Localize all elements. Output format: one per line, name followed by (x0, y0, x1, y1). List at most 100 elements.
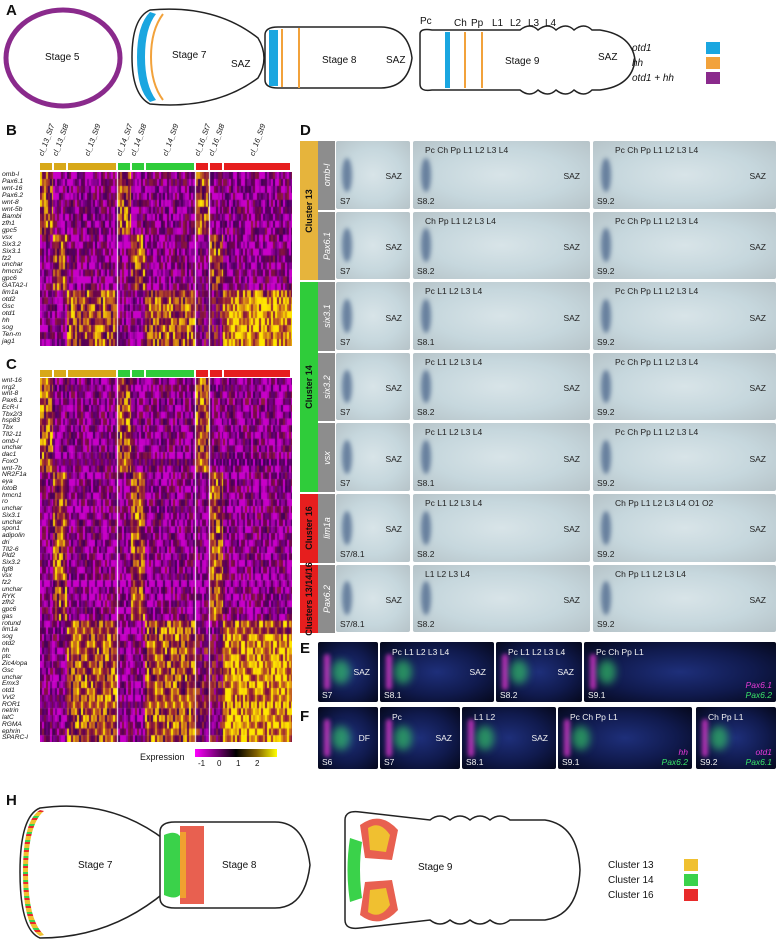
gene-label: wnt-16 (2, 184, 23, 192)
segment-tags: Pc Ch Pp L1 (596, 647, 644, 657)
panel-f-image-1: S7 SAZ Pc (380, 707, 460, 769)
stage9-label: Stage 9 (505, 56, 540, 67)
gene-tab-label-1: Pax6.1 (321, 231, 332, 260)
ish-image-0-1: S8.2 SAZ Pc Ch Pp L1 L2 L3 L4 (413, 141, 590, 209)
gene-label: wnt-8 (2, 390, 19, 398)
channel-Pax6.2: Pax6.2 (661, 757, 688, 767)
saz-tag: SAZ (749, 171, 766, 182)
stage-tag: S9.2 (597, 619, 615, 630)
stain-blob (601, 157, 611, 192)
panel-e-image-2: S8.2 SAZ Pc L1 L2 L3 L4 (496, 642, 582, 702)
cluster-bar-seg-8 (223, 163, 290, 170)
cluster-bar-label-2: Cluster 16 (304, 506, 314, 551)
gene-label: ptc (2, 653, 11, 661)
stage-tag: S9.2 (597, 195, 615, 206)
cluster-bar-seg-0 (40, 370, 52, 377)
saz-tag: SAZ (749, 595, 766, 605)
segment-tags: Pc L1 L2 L3 L4 (425, 356, 483, 367)
cluster-bar-seg-3 (118, 370, 130, 377)
gene-label: lim1a (2, 626, 18, 634)
stage-tag: S8.2 (417, 619, 435, 630)
gene-label: hh (2, 646, 10, 654)
panel-h-label: H (6, 792, 17, 809)
magenta-signal (386, 654, 392, 690)
stage-tag: S9.1 (562, 757, 580, 767)
region-tag: SAZ (435, 733, 452, 744)
stage-tag: S7 (340, 407, 351, 418)
stage-tag: S6 (322, 757, 333, 767)
gene-tab-5: lim1a (318, 494, 335, 563)
green-signal (710, 725, 728, 751)
gene-tab-label-4: vsx (321, 450, 332, 465)
saz-tag: SAZ (749, 312, 766, 323)
column-name: cl_14_St9 (160, 122, 181, 157)
saz-tag: SAZ (749, 453, 766, 464)
saz-tag: SAZ (385, 242, 402, 252)
stage7-label: Stage 7 (172, 50, 207, 61)
ish-image-2-2: S9.2 SAZ Pc Ch Pp L1 L2 L3 L4 (593, 282, 776, 350)
gene-label: hmcn1 (2, 491, 22, 499)
gene-label: fz2 (2, 254, 12, 262)
saz-tag: SAZ (749, 242, 766, 252)
gene-label: nrg2 (2, 383, 16, 391)
gene-label: sog (2, 633, 13, 641)
gene-label: Zic4/opa (2, 660, 28, 668)
gene-label: Tll2-11 (2, 430, 22, 438)
panel-f-image-2: S8.1 SAZ L1 L2 (462, 707, 556, 769)
gene-tab-label-6: Pax6.2 (321, 584, 332, 613)
saz-tag: SAZ (563, 383, 580, 394)
stage-tag: S8.1 (384, 690, 402, 700)
magenta-signal (468, 719, 474, 757)
saz-tag: SAZ (563, 524, 580, 535)
stage-tag: S9.2 (597, 407, 615, 418)
gene-label: rotund (2, 619, 21, 627)
gene-label: Vvl2 (2, 693, 15, 701)
cluster-bar-2: Cluster 16 (300, 494, 318, 563)
gene-label: ephrin (2, 727, 21, 735)
stage-tag: S8.1 (417, 336, 435, 347)
cluster-bar-1: Cluster 14 (300, 282, 318, 492)
stage-tag: S9.2 (700, 757, 718, 767)
stage-tag: S7 (340, 195, 351, 206)
gene-label: fgf8 (2, 565, 13, 573)
panel-e-image-3: S9.1 Pc Ch Pp L1 Pax6.1 Pax6.2 (584, 642, 776, 702)
gene-label: otd1 (2, 687, 15, 695)
gene-label: unchar (2, 261, 23, 269)
saz-tag: SAZ (385, 595, 402, 605)
stage5-label: Stage 5 (45, 52, 80, 63)
channel-Pax6.1: Pax6.1 (745, 757, 772, 767)
legend-a-text-2: otd1 + hh (632, 73, 674, 84)
green-signal (572, 725, 590, 751)
saz-tag: SAZ (563, 595, 580, 605)
ish-image-0-0: S7 SAZ (336, 141, 410, 209)
gene-label: Tbx (2, 424, 13, 432)
cluster-bar-seg-1 (53, 370, 66, 377)
stage-tag: S7 (384, 757, 395, 767)
saz-tag: SAZ (749, 524, 766, 535)
stage5-embryo (3, 7, 123, 109)
ish-image-4-2: S9.2 SAZ Pc Ch Pp L1 L2 L3 L4 (593, 423, 776, 491)
stain-blob (421, 440, 431, 475)
gene-label: dac1 (2, 451, 17, 459)
gene-label: GATA2-l (2, 282, 28, 290)
stain-blob (601, 510, 611, 545)
ish-image-1-2: S9.2 SAZ Pc Ch Pp L1 L2 L3 L4 (593, 211, 776, 280)
panel-d-label: D (300, 122, 311, 139)
stain-blob (421, 157, 431, 192)
stage-tag: S8.2 (417, 266, 435, 277)
saz-tag: SAZ (563, 453, 580, 464)
gene-tab-label-3: six3.2 (321, 375, 332, 399)
gene-label: Pld2 (2, 552, 16, 560)
cluster-bar-seg-4 (131, 163, 144, 170)
gene-label: omb-l (2, 437, 19, 445)
gene-label: unchar (2, 585, 23, 593)
channel-otd1: otd1 (755, 747, 772, 757)
segment-tags: Pc Ch Pp L1 L2 L3 L4 (615, 427, 699, 438)
ish-image-3-2: S9.2 SAZ Pc Ch Pp L1 L2 L3 L4 (593, 352, 776, 421)
legend-h-text-2: Cluster 16 (608, 890, 654, 901)
stage8-otd1 (269, 30, 278, 86)
stage-tag: S9.1 (588, 690, 606, 700)
panel-e-image-1: S8.1 SAZ Pc L1 L2 L3 L4 (380, 642, 494, 702)
h-stage9-label: Stage 9 (418, 862, 453, 873)
stain-blob (342, 299, 352, 333)
